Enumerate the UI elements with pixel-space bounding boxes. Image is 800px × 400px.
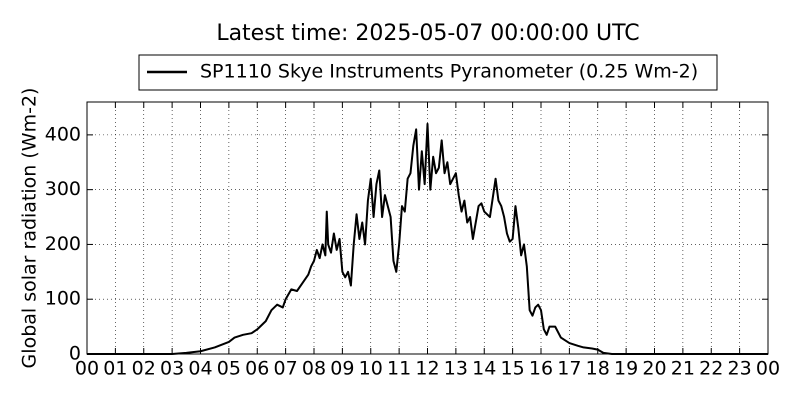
x-tick-label: 06 <box>245 358 269 380</box>
x-tick-label: 03 <box>160 358 184 380</box>
legend-label: SP1110 Skye Instruments Pyranometer (0.2… <box>200 61 698 83</box>
x-tick-label: 23 <box>728 358 752 380</box>
x-tick-label: 15 <box>501 358 525 380</box>
y-axis-label: Global solar radiation (Wm-2) <box>19 88 41 369</box>
y-tick-label: 300 <box>45 178 81 200</box>
x-tick-label: 17 <box>557 358 581 380</box>
x-tick-label: 02 <box>132 358 156 380</box>
x-tick-label: 12 <box>415 358 439 380</box>
x-tick-label: 08 <box>302 358 326 380</box>
x-tick-label: 13 <box>444 358 468 380</box>
x-tick-label: 05 <box>217 358 241 380</box>
x-tick-label: 00 <box>75 358 99 380</box>
x-tick-label: 21 <box>671 358 695 380</box>
x-tick-label: 16 <box>529 358 553 380</box>
x-tick-label: 09 <box>330 358 354 380</box>
series-line <box>87 122 768 355</box>
y-tick-label: 400 <box>45 123 81 145</box>
plot-frame <box>86 101 769 355</box>
y-tick-label: 200 <box>45 233 81 255</box>
x-tick-label: 20 <box>642 358 666 380</box>
x-tick-label: 14 <box>472 358 496 380</box>
x-tick-label: 04 <box>188 358 212 380</box>
x-tick-label: 19 <box>614 358 638 380</box>
x-tick-label: 01 <box>103 358 127 380</box>
x-tick-label: 10 <box>359 358 383 380</box>
x-tick-label: 11 <box>387 358 411 380</box>
x-tick-label: 07 <box>274 358 298 380</box>
legend <box>138 54 718 91</box>
x-tick-label: 18 <box>586 358 610 380</box>
y-tick-label: 100 <box>45 288 81 310</box>
x-tick-label: 22 <box>699 358 723 380</box>
y-tick-label: 0 <box>69 343 81 365</box>
x-tick-label: 00 <box>756 358 780 380</box>
chart-title: Latest time: 2025-05-07 00:00:00 UTC <box>216 21 639 46</box>
